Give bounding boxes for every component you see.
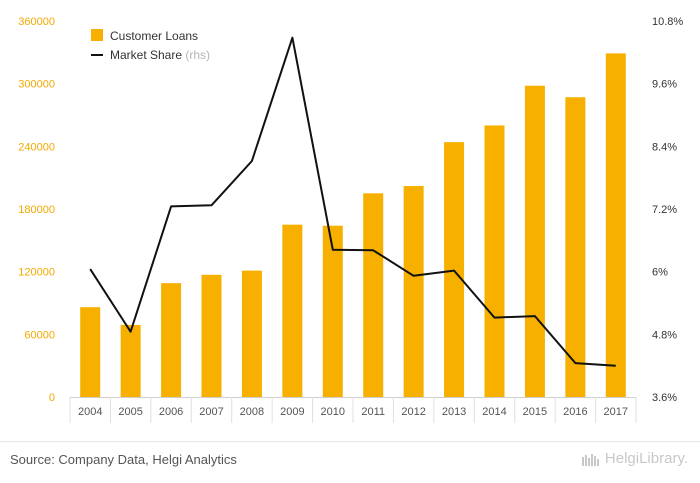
x-axis: 2004 2005 2006 2007 2008 2009 2010 2011 2012 2013… <box>69 397 637 423</box>
legend: Customer Loans Market Share (rhs) <box>91 29 210 62</box>
source-note: Source: Company Data, Helgi Analytics <box>10 452 237 467</box>
legend-label-customer-loans: Customer Loans <box>110 29 198 43</box>
x-tick-label: 2012 <box>401 406 425 418</box>
x-tick-label: 2011 <box>361 406 385 418</box>
bar <box>322 225 343 397</box>
bar <box>524 85 545 397</box>
x-tick-label: 2005 <box>118 406 142 418</box>
right-tick-label: 7.2% <box>652 204 677 216</box>
right-axis: 3.6% 4.8% 6% 7.2% 8.4% 9.6% 10.8% <box>652 16 683 404</box>
x-tick-label: 2008 <box>240 406 264 418</box>
bar <box>403 186 424 397</box>
right-tick-label: 10.8% <box>652 16 683 28</box>
bar <box>282 224 303 397</box>
brand-logo: HelgiLibrary. <box>581 450 688 467</box>
line-series <box>89 36 616 367</box>
x-tick-label: 2007 <box>199 406 223 418</box>
left-tick-label: 360000 <box>18 16 55 28</box>
right-tick-label: 8.4% <box>652 141 677 153</box>
x-tick-label: 2015 <box>523 406 547 418</box>
bar <box>120 324 141 397</box>
library-icon <box>581 453 599 466</box>
bar-series <box>80 53 626 397</box>
bar <box>605 53 626 397</box>
x-tick-label: 2004 <box>78 406 102 418</box>
bar <box>241 270 262 397</box>
x-tick-label: 2009 <box>280 406 304 418</box>
legend-note-rhs: (rhs) <box>185 48 210 62</box>
x-tick-label: 2014 <box>482 406 506 418</box>
x-tick-label: 2016 <box>563 406 587 418</box>
right-tick-label: 9.6% <box>652 79 677 91</box>
bar <box>161 283 182 397</box>
left-axis: 0 60000 120000 180000 240000 300000 360000 <box>18 16 55 404</box>
x-tick-label: 2010 <box>321 406 345 418</box>
left-tick-label: 300000 <box>18 79 55 91</box>
left-tick-label: 60000 <box>24 329 55 341</box>
right-tick-label: 4.8% <box>652 329 677 341</box>
bar <box>363 193 384 397</box>
bar <box>80 307 101 397</box>
footer: Source: Company Data, Helgi Analytics He… <box>0 441 700 483</box>
legend-swatch-customer-loans <box>91 29 103 41</box>
left-tick-label: 240000 <box>18 141 55 153</box>
x-tick-label: 2017 <box>604 406 628 418</box>
bar <box>484 125 505 397</box>
legend-label-market-share: Market Share (rhs) <box>110 48 210 62</box>
bar <box>201 274 222 397</box>
left-tick-label: 180000 <box>18 204 55 216</box>
x-tick-label: 2013 <box>442 406 466 418</box>
right-tick-label: 3.6% <box>652 392 677 404</box>
right-tick-label: 6% <box>652 267 668 279</box>
x-tick-label: 2006 <box>159 406 183 418</box>
chart: 0 60000 120000 180000 240000 300000 360000 3.6… <box>18 16 683 423</box>
brand-name: HelgiLibrary. <box>604 450 688 467</box>
bar <box>444 142 465 397</box>
left-tick-label: 0 <box>49 392 55 404</box>
bar <box>565 97 586 397</box>
left-tick-label: 120000 <box>18 267 55 279</box>
market-share-line <box>89 36 616 367</box>
